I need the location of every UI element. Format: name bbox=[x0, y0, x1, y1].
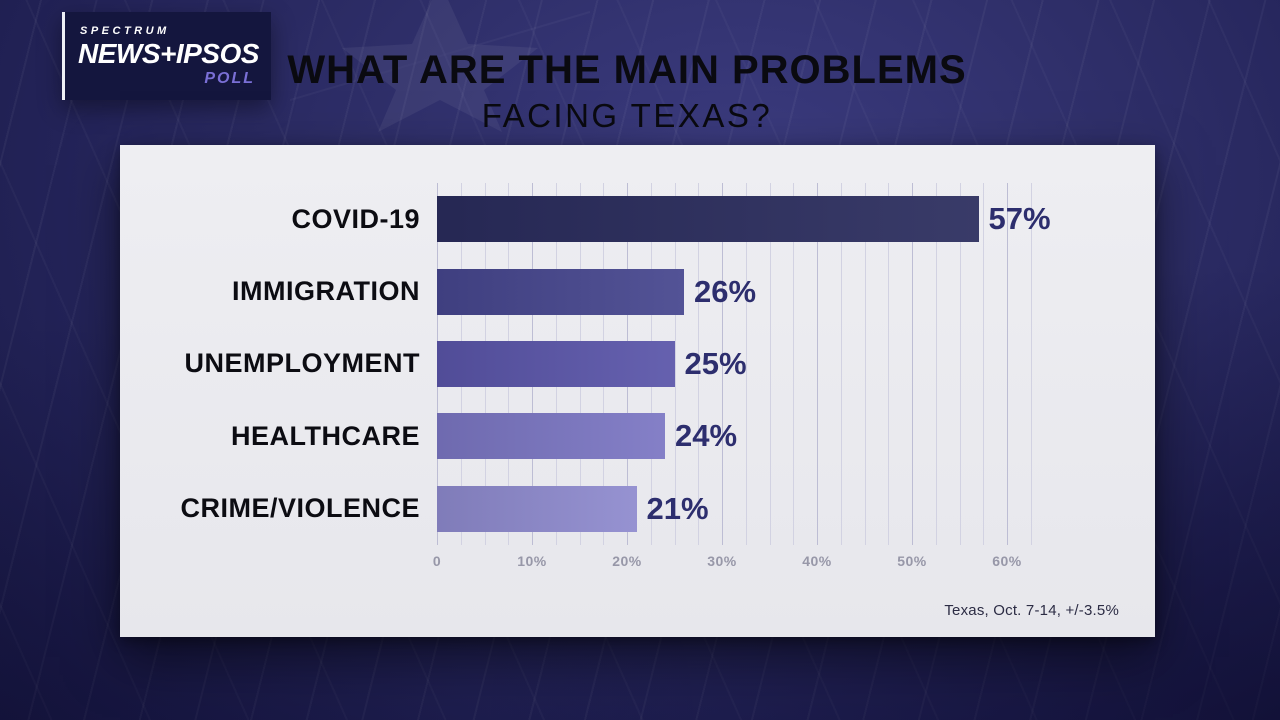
bar-row: UNEMPLOYMENT 25% bbox=[120, 335, 1155, 393]
bar bbox=[437, 196, 979, 243]
bar-row: HEALTHCARE 24% bbox=[120, 407, 1155, 465]
gridline bbox=[864, 183, 866, 545]
page-title: WHAT ARE THE MAIN PROBLEMS FACING TEXAS? bbox=[0, 48, 1254, 135]
gridline bbox=[959, 183, 961, 545]
logo-news-ipsos-text: NEWS+IPSOS bbox=[78, 38, 259, 69]
bar-value-label: 21% bbox=[646, 490, 709, 526]
category-label: HEALTHCARE bbox=[231, 420, 420, 451]
chart-card: COVID-19 57% IMMIGRATION 26% UNEMPLOYMENT 25%… bbox=[120, 145, 1155, 637]
gridline bbox=[840, 183, 842, 545]
x-tick-label: 10% bbox=[517, 553, 547, 569]
x-tick-label: 20% bbox=[612, 553, 642, 569]
gridline bbox=[769, 183, 771, 545]
category-label: CRIME/VIOLENCE bbox=[180, 493, 420, 524]
gridline bbox=[793, 183, 795, 545]
title-line-2: FACING TEXAS? bbox=[481, 97, 773, 134]
bar-row: CRIME/VIOLENCE 21% bbox=[120, 480, 1155, 538]
bar-value-label: 24% bbox=[675, 418, 738, 454]
bar-value-label: 25% bbox=[684, 345, 747, 381]
bar bbox=[437, 485, 637, 532]
gridline bbox=[817, 183, 818, 545]
gridline bbox=[722, 183, 723, 545]
bar-rows: COVID-19 57% IMMIGRATION 26% UNEMPLOYMENT 25%… bbox=[120, 183, 1155, 545]
x-tick-label: 50% bbox=[897, 553, 927, 569]
gridline bbox=[698, 183, 700, 545]
gridline bbox=[912, 183, 913, 545]
category-label: COVID-19 bbox=[291, 203, 420, 234]
gridline bbox=[745, 183, 747, 545]
gridline bbox=[935, 183, 937, 545]
logo-spectrum-text: SPECTRUM bbox=[80, 25, 170, 37]
x-tick-label: 30% bbox=[707, 553, 737, 569]
source-footnote: Texas, Oct. 7-14, +/-3.5% bbox=[944, 602, 1119, 619]
x-tick-label: 40% bbox=[802, 553, 832, 569]
x-tick-label: 0 bbox=[432, 553, 442, 569]
bar-row: IMMIGRATION 26% bbox=[120, 263, 1155, 321]
bar bbox=[437, 268, 684, 315]
bar bbox=[437, 340, 675, 387]
bar-value-label: 57% bbox=[988, 201, 1051, 237]
bar bbox=[437, 413, 665, 460]
category-label: IMMIGRATION bbox=[232, 276, 420, 307]
gridline bbox=[983, 183, 985, 545]
gridline bbox=[674, 183, 676, 545]
bar-row: COVID-19 57% bbox=[120, 190, 1155, 248]
logo-poll-text: POLL bbox=[204, 70, 255, 87]
gridline bbox=[1007, 183, 1008, 545]
x-tick-label: 60% bbox=[992, 553, 1022, 569]
title-line-1: WHAT ARE THE MAIN PROBLEMS bbox=[287, 48, 967, 92]
gridline bbox=[1030, 183, 1032, 545]
category-label: UNEMPLOYMENT bbox=[184, 348, 420, 379]
spectrum-news-ipsos-logo: SPECTRUM NEWS+IPSOS POLL bbox=[62, 12, 271, 100]
gridline bbox=[888, 183, 890, 545]
x-axis-ticks: 0 10% 20% 30% 40% 50% 60% bbox=[433, 553, 1033, 573]
bar-value-label: 26% bbox=[694, 273, 757, 309]
